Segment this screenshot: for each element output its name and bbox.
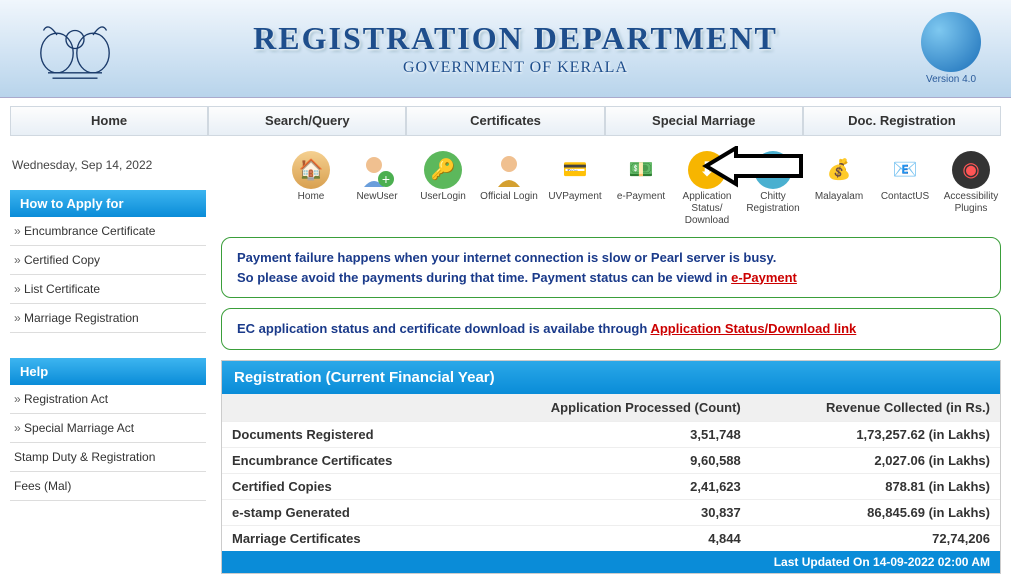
svg-text:+: + bbox=[382, 171, 390, 187]
nav-certificates[interactable]: Certificates bbox=[406, 106, 604, 136]
notice1-line1: Payment failure happens when your intern… bbox=[237, 250, 776, 265]
nav-home[interactable]: Home bbox=[10, 106, 208, 136]
table-row: e-stamp Generated30,83786,845.69 (in Lak… bbox=[222, 499, 1000, 525]
home-icon: 🏠 bbox=[292, 151, 330, 189]
stats-table: Application Processed (Count) Revenue Co… bbox=[222, 394, 1000, 551]
help-registration-act[interactable]: Registration Act bbox=[10, 385, 206, 414]
tool-contactus[interactable]: 📧 ContactUS bbox=[875, 151, 935, 203]
main-content: 🏠 Home + NewUser 🔑 UserLogin Official Login… bbox=[221, 146, 1001, 574]
malayalam-icon: 💰 bbox=[820, 151, 858, 189]
tool-epayment[interactable]: 💵 e-Payment bbox=[611, 151, 671, 203]
official-icon bbox=[490, 151, 528, 189]
epay-icon: 💵 bbox=[622, 151, 660, 189]
globe-icon bbox=[921, 12, 981, 72]
kerala-emblem bbox=[30, 6, 120, 91]
tool-newuser-label: NewUser bbox=[356, 191, 397, 202]
apply-certified-copy[interactable]: Certified Copy bbox=[10, 246, 206, 275]
row-count: 9,60,588 bbox=[466, 447, 750, 473]
stats-footer: Last Updated On 14-09-2022 02:00 AM bbox=[222, 551, 1000, 573]
payment-failure-notice: Payment failure happens when your intern… bbox=[221, 237, 1001, 298]
row-count: 3,51,748 bbox=[466, 421, 750, 447]
row-rev: 86,845.69 (in Lakhs) bbox=[751, 499, 1000, 525]
row-rev: 2,027.06 (in Lakhs) bbox=[751, 447, 1000, 473]
tool-malayalam-label: Malayalam bbox=[815, 191, 863, 202]
stats-col3: Revenue Collected (in Rs.) bbox=[751, 394, 1000, 422]
left-sidebar: Wednesday, Sep 14, 2022 How to Apply for… bbox=[10, 146, 206, 574]
tool-epay-label: e-Payment bbox=[617, 191, 665, 202]
tool-appstatus-label: Application Status/ Download bbox=[683, 191, 732, 226]
page-header: REGISTRATION DEPARTMENT GOVERNMENT OF KE… bbox=[0, 0, 1011, 98]
row-rev: 72,74,206 bbox=[751, 525, 1000, 551]
tool-uvpay-label: UVPayment bbox=[548, 191, 601, 202]
tool-home-label: Home bbox=[298, 191, 325, 202]
row-rev: 1,73,257.62 (in Lakhs) bbox=[751, 421, 1000, 447]
header-text: REGISTRATION DEPARTMENT GOVERNMENT OF KE… bbox=[120, 20, 911, 77]
help-stamp-duty[interactable]: Stamp Duty & Registration bbox=[10, 443, 206, 472]
row-count: 30,837 bbox=[466, 499, 750, 525]
row-rev: 878.81 (in Lakhs) bbox=[751, 473, 1000, 499]
globe-logo: Version 4.0 bbox=[911, 12, 991, 85]
tool-chitty[interactable]: ↻Chitty Registration bbox=[743, 151, 803, 215]
apply-list-certificate[interactable]: List Certificate bbox=[10, 275, 206, 304]
table-row: Marriage Certificates4,84472,74,206 bbox=[222, 525, 1000, 551]
table-row: Documents Registered3,51,7481,73,257.62 … bbox=[222, 421, 1000, 447]
row-label: Documents Registered bbox=[222, 421, 466, 447]
table-row: Certified Copies2,41,623878.81 (in Lakhs… bbox=[222, 473, 1000, 499]
row-count: 2,41,623 bbox=[466, 473, 750, 499]
notice2-text: EC application status and certificate do… bbox=[237, 321, 650, 336]
app-status-link[interactable]: Application Status/Download link bbox=[650, 321, 856, 336]
tool-home[interactable]: 🏠 Home bbox=[281, 151, 341, 203]
row-label: e-stamp Generated bbox=[222, 499, 466, 525]
access-icon: ◉ bbox=[952, 151, 990, 189]
help-list: Registration Act Special Marriage Act St… bbox=[10, 385, 206, 501]
tool-access-label: Accessibility Plugins bbox=[944, 191, 998, 214]
row-label: Marriage Certificates bbox=[222, 525, 466, 551]
tool-malayalam[interactable]: 💰 Malayalam bbox=[809, 151, 869, 203]
header-subtitle: GOVERNMENT OF KERALA bbox=[120, 59, 911, 77]
tool-chitty-label: Chitty Registration bbox=[746, 191, 799, 214]
nav-doc-registration[interactable]: Doc. Registration bbox=[803, 106, 1001, 136]
header-title: REGISTRATION DEPARTMENT bbox=[120, 20, 911, 57]
contact-icon: 📧 bbox=[886, 151, 924, 189]
stats-col2: Application Processed (Count) bbox=[466, 394, 750, 422]
help-header: Help bbox=[10, 358, 206, 385]
tool-uvpayment[interactable]: 💳 UVPayment bbox=[545, 151, 605, 203]
tool-official-label: Official Login bbox=[480, 191, 538, 202]
table-row: Encumbrance Certificates9,60,5882,027.06… bbox=[222, 447, 1000, 473]
userlogin-icon: 🔑 bbox=[424, 151, 462, 189]
stats-col1 bbox=[222, 394, 466, 422]
newuser-icon: + bbox=[358, 151, 396, 189]
stats-title: Registration (Current Financial Year) bbox=[222, 361, 1000, 394]
version-label: Version 4.0 bbox=[911, 74, 991, 85]
uvpay-icon: 💳 bbox=[556, 151, 594, 189]
apply-header: How to Apply for bbox=[10, 190, 206, 217]
tool-userlogin-label: UserLogin bbox=[420, 191, 466, 202]
main-nav: Home Search/Query Certificates Special M… bbox=[10, 106, 1001, 136]
epayment-link[interactable]: e-Payment bbox=[731, 270, 797, 285]
help-special-marriage-act[interactable]: Special Marriage Act bbox=[10, 414, 206, 443]
help-fees-mal[interactable]: Fees (Mal) bbox=[10, 472, 206, 501]
icon-toolbar: 🏠 Home + NewUser 🔑 UserLogin Official Login… bbox=[221, 146, 1001, 237]
notice1-line2a: So please avoid the payments during that… bbox=[237, 270, 731, 285]
apply-encumbrance[interactable]: Encumbrance Certificate bbox=[10, 217, 206, 246]
apply-marriage-registration[interactable]: Marriage Registration bbox=[10, 304, 206, 333]
tool-contact-label: ContactUS bbox=[881, 191, 929, 202]
row-count: 4,844 bbox=[466, 525, 750, 551]
tool-accessibility[interactable]: ◉Accessibility Plugins bbox=[941, 151, 1001, 215]
tool-newuser[interactable]: + NewUser bbox=[347, 151, 407, 203]
row-label: Certified Copies bbox=[222, 473, 466, 499]
tool-userlogin[interactable]: 🔑 UserLogin bbox=[413, 151, 473, 203]
tool-app-status[interactable]: ⬇Application Status/ Download bbox=[677, 151, 737, 227]
tool-official-login[interactable]: Official Login bbox=[479, 151, 539, 203]
nav-search-query[interactable]: Search/Query bbox=[208, 106, 406, 136]
chitty-icon: ↻ bbox=[754, 151, 792, 189]
download-icon: ⬇ bbox=[688, 151, 726, 189]
apply-list: Encumbrance Certificate Certified Copy L… bbox=[10, 217, 206, 333]
ec-status-notice: EC application status and certificate do… bbox=[221, 308, 1001, 350]
stats-table-box: Registration (Current Financial Year) Ap… bbox=[221, 360, 1001, 574]
current-date: Wednesday, Sep 14, 2022 bbox=[10, 146, 206, 190]
nav-special-marriage[interactable]: Special Marriage bbox=[605, 106, 803, 136]
row-label: Encumbrance Certificates bbox=[222, 447, 466, 473]
